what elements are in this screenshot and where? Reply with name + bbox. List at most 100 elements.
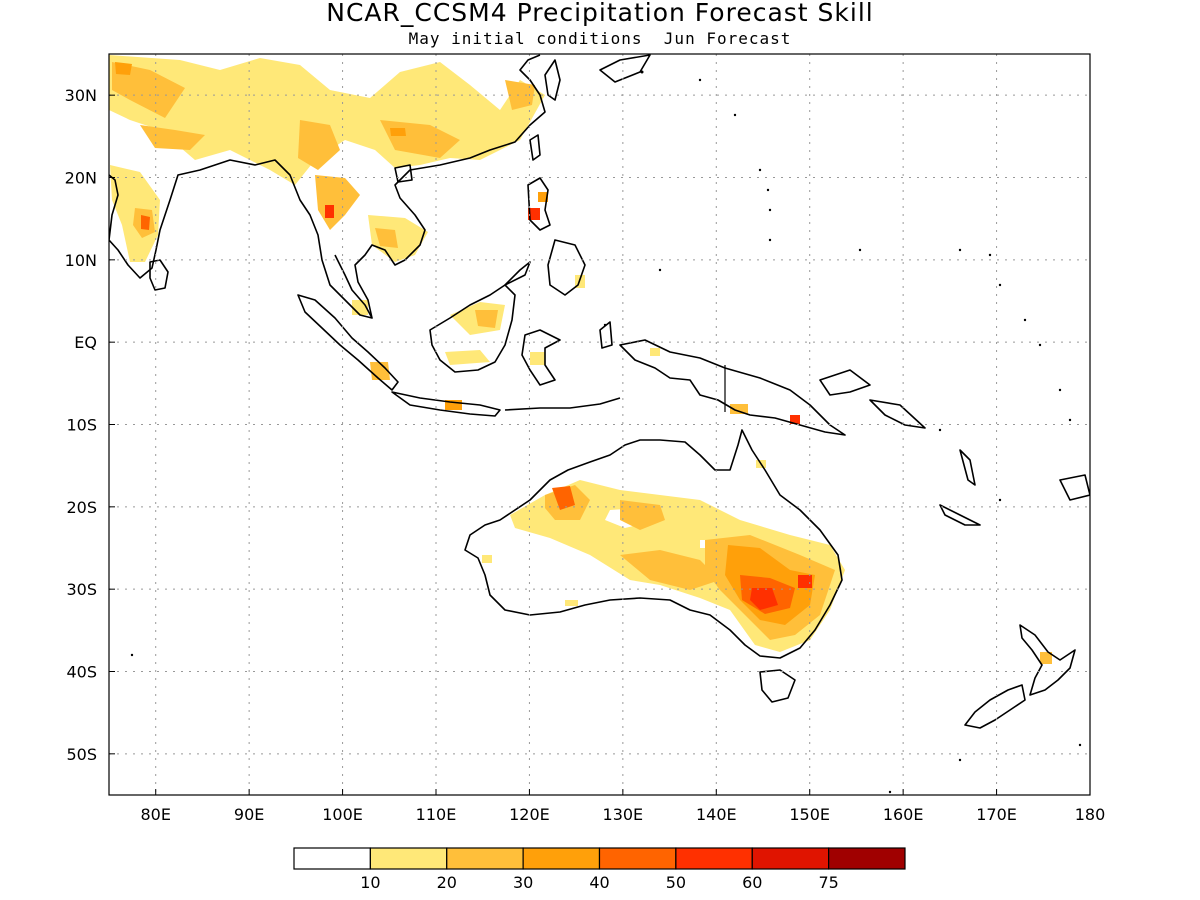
coastline-korea — [544, 59, 561, 101]
coastline-india — [109, 174, 119, 241]
small-islands — [130, 70, 1082, 794]
lon-tick-label: 160E — [883, 805, 924, 824]
coastline-asia — [109, 54, 546, 319]
coastline-hainan — [394, 164, 413, 183]
coastline-luzon — [527, 177, 551, 231]
skill-patch-borneo-core — [475, 310, 498, 328]
lat-tick-label: 10S — [66, 416, 97, 435]
coastline-malay — [334, 254, 373, 319]
skill-patch-philippines — [528, 208, 540, 220]
skill-patch-australia-south — [565, 600, 578, 606]
lat-tick-label: 30S — [66, 580, 97, 599]
coastline-newbritain — [819, 369, 871, 396]
coastline-newcaledonia — [939, 504, 981, 526]
skill-patch-china-core — [505, 80, 535, 110]
coastline-nz-north — [1019, 624, 1076, 696]
skill-patch-indochina-east-core — [375, 228, 398, 248]
lon-tick-label: 110E — [416, 805, 457, 824]
skill-patch-newzealand — [1040, 652, 1052, 664]
skill-patch-australia-west — [482, 555, 492, 563]
coastline-sumatra — [297, 294, 399, 391]
skill-patch-newguinea — [650, 348, 660, 356]
chart-subtitle: May initial conditions Jun Forecast — [408, 29, 792, 48]
lon-tick-label: 130E — [603, 805, 644, 824]
coastline-vanuatu — [959, 449, 976, 486]
skill-patch-australia-max — [798, 575, 812, 588]
lon-tick-label: 180 — [1075, 805, 1106, 824]
coastline-halmahera — [599, 321, 613, 349]
lat-tick-labels: 30N 20N 10N EQ 10S 20S 30S 40S 50S — [65, 86, 115, 764]
coastline-borneo — [429, 284, 516, 373]
skill-patch-india-peak — [141, 215, 150, 230]
lat-tick-label: 50S — [66, 745, 97, 764]
legend-swatch — [828, 847, 906, 870]
skill-patch-tibet-core — [112, 62, 185, 118]
coastline-fiji — [1059, 474, 1090, 501]
legend-swatch — [675, 847, 753, 870]
legend-label: 40 — [589, 873, 609, 892]
legend-swatch — [446, 847, 524, 870]
legend-label: 75 — [818, 873, 838, 892]
lon-tick-label: 140E — [696, 805, 737, 824]
coastline-tasmania — [759, 669, 796, 703]
lon-tick-label: 80E — [140, 805, 170, 824]
legend-swatch — [293, 847, 371, 870]
legend-label: 60 — [742, 873, 762, 892]
legend-swatch — [522, 847, 601, 870]
coastline-taiwan — [529, 134, 541, 161]
legend-label: 20 — [437, 873, 457, 892]
coastline-palawan — [504, 261, 531, 286]
skill-shading — [109, 55, 1052, 664]
lat-tick-label: 30N — [65, 86, 97, 105]
skill-patch-borneo-south — [445, 350, 490, 365]
lat-tick-label: 40S — [66, 663, 97, 682]
lon-tick-label: 100E — [322, 805, 363, 824]
legend-label: 50 — [666, 873, 686, 892]
skill-patch-tibet — [109, 55, 545, 185]
skill-patch-indochina-peak — [325, 205, 334, 218]
coastline-newguinea — [619, 339, 846, 436]
skill-patch-newguinea — [730, 404, 748, 414]
lat-tick-label: 20N — [65, 169, 97, 188]
lon-tick-label: 90E — [234, 805, 264, 824]
skill-patch-indochina-east — [368, 215, 428, 262]
gridlines — [109, 54, 1090, 795]
legend-swatch — [751, 847, 830, 870]
legend-swatch — [369, 847, 448, 870]
skill-patch-indochina — [315, 175, 360, 230]
coastline-japan — [599, 54, 651, 83]
coastline-nz-south — [964, 684, 1026, 729]
coastline-srilanka — [149, 259, 169, 291]
chart-title: NCAR_CCSM4 Precipitation Forecast Skill — [326, 0, 874, 27]
skill-patch-australia-core — [620, 500, 665, 530]
skill-patch-china-peak — [115, 62, 132, 75]
coastlines — [109, 54, 1090, 729]
skill-patch-tibet-core — [298, 120, 340, 170]
color-legend: 10 20 30 40 50 60 75 — [293, 847, 906, 892]
skill-patch-china-peak — [390, 128, 406, 136]
skill-patch-newguinea — [790, 415, 800, 424]
legend-swatch — [598, 847, 677, 870]
legend-label: 30 — [513, 873, 533, 892]
lon-tick-label: 120E — [509, 805, 550, 824]
coastline-sunda — [504, 397, 621, 411]
coastline-java — [391, 391, 501, 417]
coastline-sulawesi — [521, 329, 561, 386]
legend-label: 10 — [360, 873, 380, 892]
coastline-solomons — [869, 399, 926, 429]
skill-patch-australia-peak — [552, 486, 575, 510]
lon-tick-label: 150E — [789, 805, 830, 824]
skill-patch-tibet-core — [140, 125, 205, 150]
lon-tick-label: 170E — [976, 805, 1017, 824]
coastline-mindanao — [547, 239, 586, 296]
lat-tick-label: EQ — [74, 333, 97, 352]
skill-patch-australia-max — [750, 588, 778, 610]
lat-tick-label: 20S — [66, 498, 97, 517]
coastline-australia — [464, 429, 843, 659]
lon-tick-labels: 80E 90E 100E 110E 120E 130E 140E 150E 160E 170E 18… — [140, 789, 1105, 824]
lat-tick-label: 10N — [65, 251, 97, 270]
skill-patch-australia-core — [620, 550, 720, 590]
skill-patch-philippines — [538, 192, 548, 202]
